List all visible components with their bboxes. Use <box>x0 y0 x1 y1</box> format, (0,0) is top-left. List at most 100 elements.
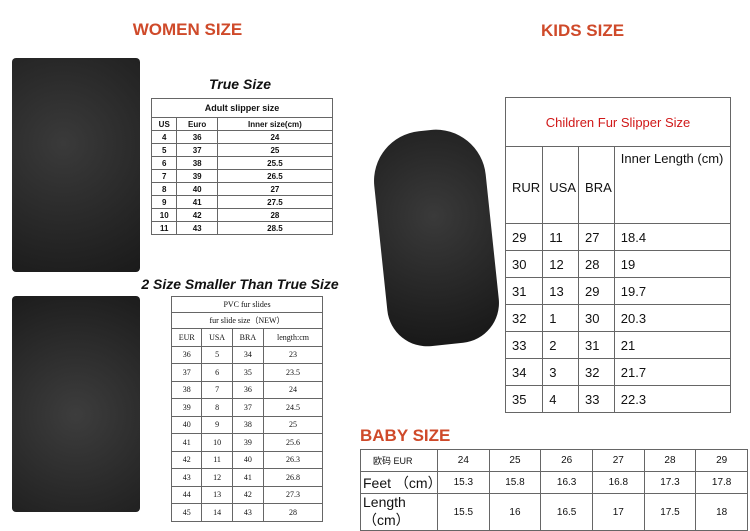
table-cell: 45 <box>170 503 203 522</box>
table-cell: 32 <box>578 358 615 386</box>
table-row: 5 37 25 <box>150 143 334 157</box>
table-cell: 40 <box>170 415 203 434</box>
table-cell: BRA <box>578 146 615 224</box>
table-cell: USA <box>542 146 580 224</box>
table-row: RUR USA BRA Inner Length (cm) <box>504 146 732 224</box>
table-cell: 6 <box>201 363 233 382</box>
table-cell: 14 <box>201 503 233 522</box>
table-row: 11 43 28.5 <box>150 221 334 235</box>
table-cell: 13 <box>201 485 233 504</box>
table-cell: 4 <box>542 385 580 413</box>
table-row: Children Fur Slipper Size <box>505 97 731 147</box>
table-cell: 18 <box>695 493 748 531</box>
table-row: 33 2 31 21 <box>504 331 732 359</box>
table-cell: 11 <box>150 221 178 235</box>
table-cell: 30 <box>504 250 544 278</box>
table-row: 37 6 35 23.5 <box>170 363 324 382</box>
table-cell: 24 <box>437 449 490 472</box>
table-cell: 29 <box>504 223 544 251</box>
table-cell: 35 <box>231 363 264 382</box>
table-cell: 43 <box>176 221 218 235</box>
table-cell: 40 <box>176 182 218 196</box>
table-row: Feet （cm） 15.3 15.8 16.3 16.8 17.3 17.8 <box>360 471 748 494</box>
table-cell: 16 <box>488 493 542 531</box>
table-row: 6 38 25.5 <box>150 156 334 170</box>
table-cell: 38 <box>231 415 264 434</box>
table-cell: 2 <box>542 331 580 359</box>
table-cell: 34 <box>504 358 544 386</box>
table-cell: 42 <box>231 485 264 504</box>
table-row: 7 39 26.5 <box>150 169 334 183</box>
table-cell: 13 <box>542 277 580 305</box>
table-cell: 24 <box>262 380 324 399</box>
table-row: 9 41 27.5 <box>150 195 334 209</box>
table-cell: 12 <box>201 468 233 487</box>
table-row: 40 9 38 25 <box>170 415 324 434</box>
table-cell: 17.5 <box>643 493 697 531</box>
women-size-title: WOMEN SIZE <box>132 20 243 39</box>
table-row: 36 5 34 23 <box>170 345 324 364</box>
table-cell: 33 <box>578 385 615 413</box>
adult-size-table: Adult slipper size US Euro Inner size(cm) 4 3… <box>150 98 334 235</box>
table-cell: 32 <box>504 304 544 332</box>
table-cell: Children Fur Slipper Size <box>505 97 731 147</box>
table-cell: 44 <box>170 485 203 504</box>
table-row: Length（cm） 15.5 16 16.5 17 17.5 18 <box>360 493 748 531</box>
table-cell: 26.3 <box>262 450 324 469</box>
table-cell: 23.5 <box>262 363 324 382</box>
table-cell: 9 <box>150 195 178 209</box>
table-cell: 6 <box>150 156 178 170</box>
table-row: 43 12 41 26.8 <box>170 468 324 487</box>
table-cell: 26.5 <box>216 169 334 183</box>
baby-size-table: 欧码 EUR 24 25 26 27 28 29 Feet （cm） 15.3 15.8 16.3 1… <box>360 449 748 531</box>
table-cell: length:cm <box>262 328 324 347</box>
table-cell: 29 <box>695 449 748 472</box>
table-cell: 38 <box>176 156 218 170</box>
table-cell: 欧码 EUR <box>360 449 438 472</box>
table-cell: 43 <box>231 503 264 522</box>
table-cell: 36 <box>176 130 218 144</box>
table-cell: 15.8 <box>488 471 542 494</box>
table-cell: 18.4 <box>613 223 732 251</box>
table-cell: 26 <box>540 449 593 472</box>
table-cell: RUR <box>504 146 544 224</box>
table-row: EUR USA BRA length:cm <box>170 328 324 347</box>
table-cell: 41 <box>170 433 203 452</box>
table-row: 8 40 27 <box>150 182 334 196</box>
table-cell: 40 <box>231 450 264 469</box>
table-cell: 10 <box>201 433 233 452</box>
smaller-size-label: 2 Size Smaller Than True Size <box>141 276 339 292</box>
table-cell: 37 <box>170 363 203 382</box>
table-row: 30 12 28 19 <box>504 250 732 278</box>
table-cell: 11 <box>201 450 233 469</box>
table-cell: 41 <box>176 195 218 209</box>
table-cell: 43 <box>170 468 203 487</box>
table-cell: 15.3 <box>437 471 490 494</box>
fur-slide-sole-photo <box>12 296 140 512</box>
table-cell: PVC fur slides <box>171 296 323 313</box>
table-cell: 42 <box>170 450 203 469</box>
table-row: 39 8 37 24.5 <box>170 398 324 417</box>
table-cell: 4 <box>150 130 178 144</box>
table-cell: 9 <box>201 415 233 434</box>
table-cell: Euro <box>176 117 218 131</box>
table-cell: 24.5 <box>262 398 324 417</box>
table-cell: 25.5 <box>216 156 334 170</box>
table-cell: 23 <box>262 345 324 364</box>
table-cell: 16.5 <box>540 493 593 531</box>
table-cell: 8 <box>201 398 233 417</box>
table-cell: 26.8 <box>262 468 324 487</box>
table-cell: 27 <box>591 449 645 472</box>
table-cell: 21 <box>613 331 732 359</box>
table-cell: 5 <box>201 345 233 364</box>
table-cell: 11 <box>542 223 580 251</box>
table-cell: 19.7 <box>613 277 732 305</box>
table-cell: 25 <box>488 449 542 472</box>
table-cell: 28 <box>643 449 697 472</box>
table-cell: EUR <box>170 328 203 347</box>
table-cell: 34 <box>231 345 264 364</box>
table-cell: 27 <box>216 182 334 196</box>
table-cell: 35 <box>504 385 544 413</box>
table-row: 38 7 36 24 <box>170 380 324 399</box>
table-cell: 15.5 <box>437 493 490 531</box>
